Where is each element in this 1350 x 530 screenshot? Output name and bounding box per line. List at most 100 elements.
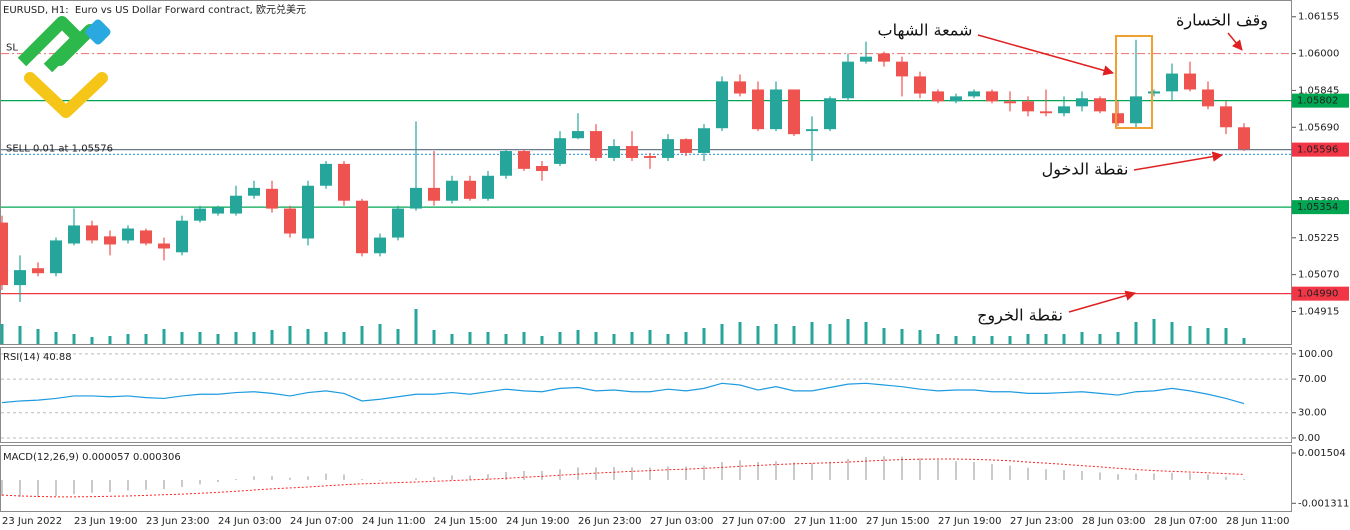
volume-bar bbox=[180, 332, 184, 344]
volume-bar bbox=[1062, 334, 1066, 344]
x-tick-label: 24 Jun 11:00 bbox=[362, 516, 426, 527]
candle-body bbox=[320, 163, 332, 186]
volume-bar bbox=[1080, 332, 1084, 344]
candle-body bbox=[482, 175, 494, 199]
x-tick-label: 24 Jun 03:00 bbox=[218, 516, 282, 527]
candle-body bbox=[464, 180, 476, 199]
x-tick-label: 23 Jun 23:00 bbox=[146, 516, 210, 527]
volume-bar bbox=[720, 324, 724, 344]
x-tick-label: 27 Jun 11:00 bbox=[794, 516, 858, 527]
candle-body bbox=[338, 163, 350, 201]
volume-bar bbox=[864, 322, 868, 344]
candle-body bbox=[914, 76, 926, 94]
candle-body bbox=[662, 139, 674, 158]
candle-body bbox=[446, 180, 458, 201]
candle-body bbox=[536, 166, 548, 172]
candle-body bbox=[212, 207, 224, 214]
candle-body bbox=[626, 146, 638, 158]
volume-bar bbox=[234, 332, 238, 344]
annotation: شمعة الشهاب bbox=[878, 21, 973, 41]
volume-bar bbox=[270, 330, 274, 344]
x-tick-label: 24 Jun 19:00 bbox=[506, 516, 570, 527]
candle-body bbox=[608, 146, 620, 158]
y-tick-label: 1.05845 bbox=[1298, 85, 1339, 96]
candle-body bbox=[230, 195, 242, 214]
candle-body bbox=[932, 91, 944, 102]
level-label: 1.05596 bbox=[1297, 145, 1338, 156]
candle-body bbox=[824, 98, 836, 130]
candle-body bbox=[1076, 98, 1088, 107]
volume-bar bbox=[990, 336, 994, 344]
candle-body bbox=[1112, 113, 1124, 124]
x-tick-label: 23 Jun 19:00 bbox=[74, 516, 138, 527]
candle-body bbox=[50, 240, 62, 274]
candle-body bbox=[14, 270, 26, 286]
level-label: 1.05354 bbox=[1297, 202, 1338, 213]
candle-body bbox=[1004, 101, 1016, 104]
candle-body bbox=[788, 89, 800, 135]
candle-body bbox=[356, 200, 368, 254]
candle-body bbox=[0, 222, 8, 286]
level-label: 1.05802 bbox=[1297, 96, 1338, 107]
volume-bar bbox=[108, 336, 112, 344]
volume-bar bbox=[378, 324, 382, 344]
volume-bar bbox=[918, 330, 922, 344]
volume-bar bbox=[1008, 336, 1012, 344]
volume-bar bbox=[198, 332, 202, 344]
volume-bar bbox=[0, 324, 4, 344]
candle-body bbox=[950, 96, 962, 102]
marks: 1.061551.060001.058451.056901.053801.052… bbox=[0, 12, 1349, 527]
y-tick-label: 0.00 bbox=[1298, 433, 1320, 444]
volume-bar bbox=[522, 332, 526, 344]
chart-title: EURUSD, H1: Euro vs US Dollar Forward co… bbox=[3, 3, 306, 16]
x-tick-label: 26 Jun 23:00 bbox=[578, 516, 642, 527]
candle-body bbox=[122, 228, 134, 241]
arrow bbox=[1133, 151, 1224, 171]
x-tick-label: 27 Jun 19:00 bbox=[938, 516, 1002, 527]
volume-bar bbox=[396, 329, 400, 344]
x-tick-label: 27 Jun 07:00 bbox=[722, 516, 786, 527]
candle-body bbox=[500, 151, 512, 176]
rsi-panel bbox=[0, 347, 1292, 443]
candle-body bbox=[1202, 89, 1214, 107]
y-tick-label: 100.00 bbox=[1298, 349, 1333, 360]
volume-bar bbox=[774, 324, 778, 344]
arrow bbox=[977, 34, 1115, 76]
volume-bar bbox=[1188, 326, 1192, 344]
candle-body bbox=[698, 128, 710, 153]
candle-body bbox=[176, 220, 188, 253]
volume-bar bbox=[810, 322, 814, 344]
volume-bar bbox=[306, 329, 310, 344]
candle-body bbox=[806, 129, 818, 132]
volume-bar bbox=[828, 324, 832, 344]
volume-bar bbox=[450, 334, 454, 344]
volume-bar bbox=[504, 334, 508, 344]
candle-body bbox=[752, 89, 764, 130]
candle-body bbox=[590, 131, 602, 158]
candle-body bbox=[842, 61, 854, 99]
candle-body bbox=[266, 188, 278, 209]
candle-body bbox=[68, 225, 80, 244]
price-panel bbox=[0, 0, 1292, 345]
volume-bar bbox=[162, 329, 166, 344]
level-label-box bbox=[1292, 142, 1349, 157]
logo bbox=[17, 16, 111, 118]
x-tick-label: 23 Jun 2022 bbox=[2, 516, 62, 527]
candle-body bbox=[104, 236, 116, 245]
candle-body bbox=[1184, 73, 1196, 90]
candle-body bbox=[374, 237, 386, 254]
volume-bar bbox=[1026, 334, 1030, 344]
arrow bbox=[1227, 32, 1243, 51]
volume-bar bbox=[900, 329, 904, 344]
candle-body bbox=[140, 230, 152, 244]
level-name: SELL 0.01 at 1.05576 bbox=[6, 143, 113, 154]
volume-bar bbox=[738, 322, 742, 344]
x-tick-label: 27 Jun 23:00 bbox=[1010, 516, 1074, 527]
volume-bar bbox=[126, 334, 130, 344]
volume-bar bbox=[486, 332, 490, 344]
level-label-box bbox=[1292, 93, 1349, 108]
x-tick-label: 27 Jun 15:00 bbox=[866, 516, 930, 527]
x-tick-label: 28 Jun 03:00 bbox=[1082, 516, 1146, 527]
candle-body bbox=[158, 243, 170, 249]
level-name: SL bbox=[6, 43, 18, 54]
